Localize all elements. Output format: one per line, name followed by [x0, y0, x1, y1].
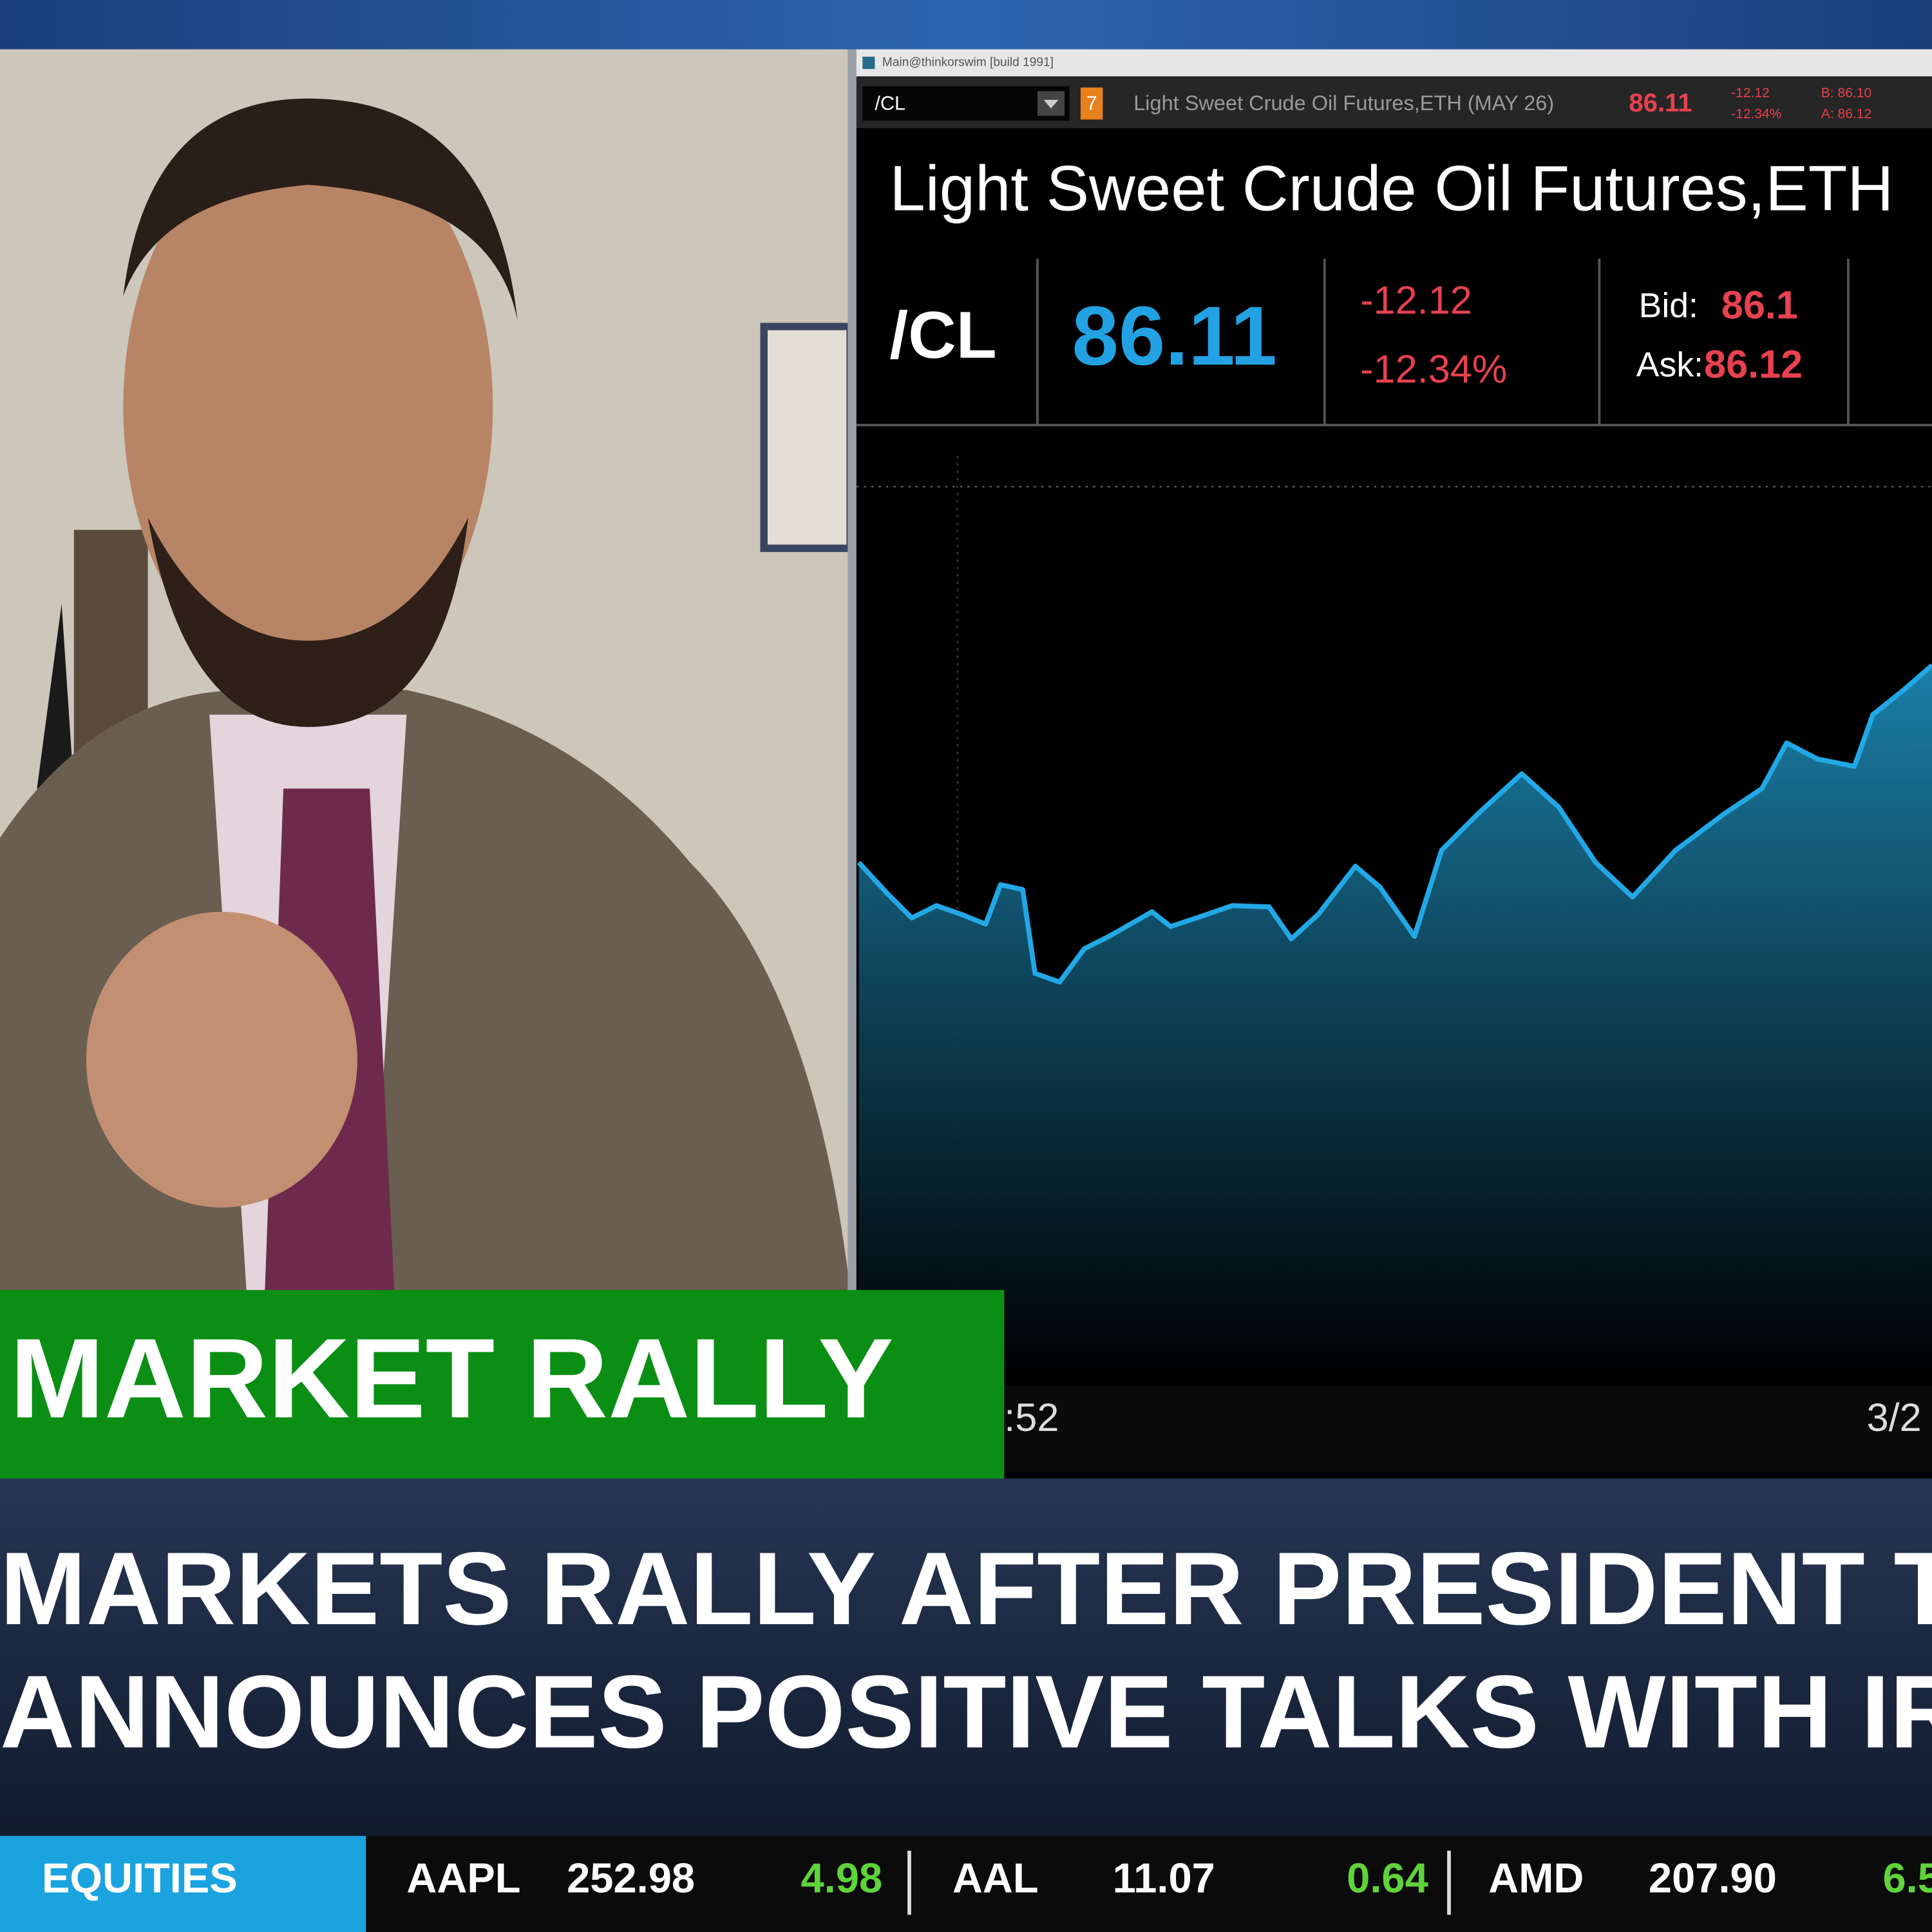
time-label: 3/2: [1867, 1396, 1922, 1439]
ask-label: Ask:: [1636, 346, 1703, 384]
quote-change-pct: -12.34%: [1360, 347, 1507, 391]
top-band: [0, 0, 1932, 50]
toolbar-last: 86.11: [1629, 88, 1692, 117]
time-label: :52: [1004, 1396, 1059, 1439]
price-line: [857, 663, 1932, 985]
headline-band: [0, 1478, 1932, 1836]
symbol-input[interactable]: [862, 86, 1070, 121]
ask-value: 86.12: [1704, 342, 1803, 386]
badge: [1080, 87, 1103, 120]
app-icon: [862, 57, 875, 70]
ticker-price: 207.90: [1649, 1855, 1777, 1902]
window-title: Main@thinkorswim [build 1991]: [882, 56, 1054, 70]
time-axis: [856, 1386, 1932, 1473]
ticker-price: 252.98: [567, 1855, 695, 1902]
ticker-change: 4.98: [801, 1855, 883, 1902]
toolbar-description: Light Sweet Crude Oil Futures,ETH (MAY 2…: [1133, 91, 1554, 115]
ticker-section: [0, 1835, 366, 1932]
platform-window: Main@thinkorswim [build 1991] /CL 7 Ligh…: [856, 49, 1932, 1479]
symbol-input-text: /CL: [875, 93, 905, 115]
quote-change: -12.12: [1360, 278, 1472, 322]
ticker-items: AAPL 252.98 4.98 AAL 11.07 0.64 AMD 207.90 6.5: [406, 1850, 1932, 1915]
headline-line: ANNOUNCES POSITIVE TALKS WITH IR: [0, 1654, 1932, 1770]
topic-text: MARKET RALLY: [10, 1316, 893, 1442]
toolbar-change: -12.12: [1731, 86, 1770, 100]
toolbar-bid: B: 86.10: [1821, 86, 1871, 100]
ticker-change: 0.64: [1347, 1855, 1428, 1902]
toolbar-change-pct: -12.34%: [1731, 106, 1781, 121]
badge-text: 7: [1086, 93, 1097, 115]
bid-label: Bid:: [1639, 287, 1698, 325]
quote-title: Light Sweet Crude Oil Futures,ETH: [889, 153, 1893, 225]
ticker-symbol: AMD: [1488, 1855, 1584, 1902]
topic-banner: [0, 1290, 1005, 1479]
ticker-symbol: AAL: [952, 1855, 1039, 1902]
presenter-video: [0, 49, 854, 1291]
quote-last: 86.11: [1072, 289, 1277, 383]
headline-line: MARKETS RALLY AFTER PRESIDENT TR: [0, 1531, 1932, 1647]
quote-symbol: /CL: [889, 297, 996, 372]
ticker-symbol: AAPL: [406, 1855, 520, 1902]
price-area: [858, 665, 1932, 1387]
ticker-section-text: EQUITIES: [42, 1855, 238, 1902]
toolbar-ask: A: 86.12: [1821, 106, 1871, 121]
window-frame: [848, 49, 858, 1479]
ticker-price: 11.07: [1113, 1855, 1215, 1902]
ticker-change: 6.5: [1882, 1855, 1932, 1902]
dropdown-arrow: [1043, 99, 1059, 109]
title-bar: [856, 49, 1932, 77]
quote-dividers: [856, 258, 1932, 426]
bid-value: 86.1: [1721, 283, 1798, 327]
